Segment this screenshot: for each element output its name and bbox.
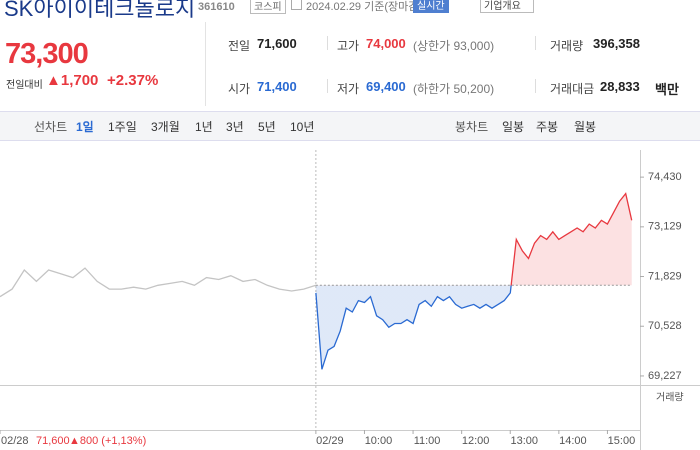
stock-title[interactable]: SK아이이테크놀로지 xyxy=(4,0,196,21)
divider xyxy=(327,79,328,93)
tab[interactable]: 1년 xyxy=(195,120,213,134)
realtime-button[interactable]: 실시간 xyxy=(413,0,449,13)
quote-value: 71,400 xyxy=(257,79,297,94)
x-tick-label: 02/28 xyxy=(1,435,29,447)
x-tick-label: 14:00 xyxy=(559,435,587,447)
tab-label: 선차트 xyxy=(34,120,68,134)
area xyxy=(315,193,632,370)
quote-label: 거래대금 xyxy=(550,82,595,96)
divider xyxy=(327,36,328,50)
volume-label: 거래량 xyxy=(656,392,684,404)
stock-code: 361610 xyxy=(198,1,235,13)
footer-close: 71,600 xyxy=(36,435,70,447)
quote-value: 71,600 xyxy=(257,36,297,51)
market-badge: 코스피 xyxy=(250,0,286,14)
quote-label: 고가 xyxy=(337,39,360,53)
quote-extra: (상한가 93,000) xyxy=(413,39,495,53)
divider xyxy=(535,79,536,93)
company-button[interactable]: 기업개요 xyxy=(480,0,534,13)
divider xyxy=(205,22,206,106)
quote-value: 396,358 xyxy=(593,36,640,51)
y-tick-label: 69,227 xyxy=(648,370,682,382)
quote-extra: (하한가 50,200) xyxy=(413,82,495,96)
tab[interactable]: 일봉 xyxy=(502,120,525,134)
change-rate: +2.37% xyxy=(107,72,159,89)
quote-value: 69,400 xyxy=(366,79,406,94)
tab[interactable]: 3개월 xyxy=(151,120,180,134)
line xyxy=(0,267,317,298)
quote-label: 거래량 xyxy=(550,39,584,53)
footer-change: ▲800 (+1,13%) xyxy=(69,435,146,447)
tab[interactable]: 10년 xyxy=(290,120,315,134)
date: 2024.02.29 기준(장마감) xyxy=(306,1,423,13)
tab[interactable]: 1주일 xyxy=(108,120,137,134)
x-tick-label: 10:00 xyxy=(365,435,393,447)
quote-unit: 백만 xyxy=(655,82,679,97)
x-tick-label: 11:00 xyxy=(414,435,441,447)
x-tick-label: 13:00 xyxy=(510,435,538,447)
tab[interactable]: 주봉 xyxy=(536,120,559,134)
x-tick-label: 02/29 xyxy=(316,435,344,447)
tab[interactable]: 월봉 xyxy=(574,120,597,134)
x-tick-label: 12:00 xyxy=(462,435,490,447)
quote-label: 전일 xyxy=(228,39,251,53)
quote-label: 시가 xyxy=(228,82,251,96)
price: 73,300 xyxy=(5,38,89,70)
y-tick-label: 70,528 xyxy=(648,320,682,332)
calendar-icon xyxy=(291,0,302,10)
divider xyxy=(535,36,536,50)
quote-label: 저가 xyxy=(337,82,360,96)
change-label: 전일대비 xyxy=(6,80,43,91)
y-tick-label: 74,430 xyxy=(648,171,682,183)
y-tick-label: 71,829 xyxy=(648,270,682,282)
quote-value: 74,000 xyxy=(366,36,406,51)
x-tick-label: 15:00 xyxy=(608,435,636,447)
y-tick-label: 73,129 xyxy=(648,221,682,233)
tab[interactable]: 3년 xyxy=(226,120,244,134)
tab[interactable]: 1일 xyxy=(76,120,94,134)
line xyxy=(315,192,633,370)
tab-label: 봉차트 xyxy=(455,120,489,134)
quote-value: 28,833 xyxy=(600,79,640,94)
change: ▲1,700 xyxy=(46,72,99,89)
tab[interactable]: 5년 xyxy=(258,120,276,134)
